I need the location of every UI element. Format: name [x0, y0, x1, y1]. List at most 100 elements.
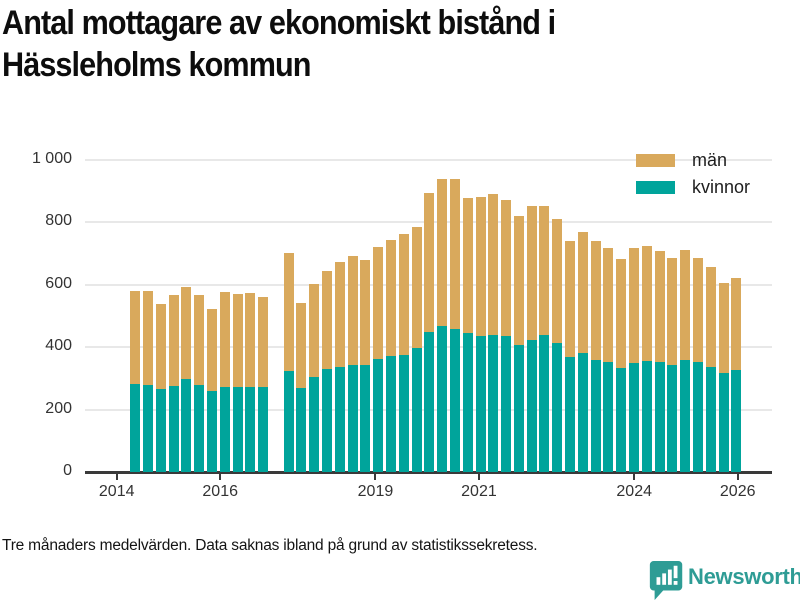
- y-tick-label: 400: [45, 337, 72, 355]
- bar-segment-man: [680, 250, 691, 360]
- bar-segment-man: [130, 291, 141, 384]
- newsworthy-wordmark: Newsworthy: [688, 564, 800, 589]
- bar-segment-kvinnor: [462, 333, 473, 472]
- bar-segment-man: [539, 206, 550, 336]
- bar-segment-man: [360, 260, 371, 365]
- bar-segment-man: [449, 179, 460, 329]
- bar-segment-kvinnor: [219, 386, 230, 472]
- bar-segment-man: [155, 303, 166, 389]
- x-tick-label: 2016: [202, 483, 238, 500]
- bar-segment-kvinnor: [322, 369, 333, 472]
- bar-segment-man: [462, 198, 473, 334]
- x-tick-label: 2024: [616, 483, 652, 500]
- bar-segment-kvinnor: [437, 325, 448, 472]
- bar-segment-man: [577, 232, 588, 354]
- bar-segment-kvinnor: [373, 359, 384, 472]
- chart-title: Antal mottagare av ekonomiskt bistånd i …: [2, 2, 686, 86]
- bar-segment-kvinnor: [449, 328, 460, 472]
- bar-segment-kvinnor: [168, 385, 179, 472]
- bar-segment-kvinnor: [130, 384, 141, 472]
- x-axis-tick: [633, 474, 636, 480]
- bar-segment-kvinnor: [539, 335, 550, 472]
- bar-segment-man: [501, 199, 512, 336]
- bar-segment-kvinnor: [411, 347, 422, 472]
- x-tick-label: 2014: [98, 483, 135, 500]
- y-tick-label: 1 000: [31, 150, 72, 167]
- bar-segment-man: [654, 251, 665, 363]
- bar-segment-man: [296, 302, 307, 389]
- legend-label-kvinnor: kvinnor: [692, 177, 751, 197]
- bar-segment-man: [194, 295, 205, 385]
- bar-segment-man: [667, 257, 678, 365]
- bar-segment-man: [245, 292, 256, 387]
- bar-segment-man: [475, 197, 486, 336]
- bar-segment-man: [590, 240, 601, 360]
- bar-segment-man: [347, 256, 358, 365]
- bar-segment-kvinnor: [206, 391, 217, 472]
- footer-note: Tre månaders medelvärden. Data saknas ib…: [2, 537, 538, 554]
- y-tick-label: 200: [45, 399, 72, 417]
- bar-segment-kvinnor: [603, 362, 614, 472]
- bar-segment-man: [283, 252, 294, 371]
- legend-label-man: män: [692, 150, 728, 170]
- bar-segment-man: [309, 283, 320, 377]
- bar-segment-man: [552, 219, 563, 344]
- bar-segment-kvinnor: [258, 387, 269, 472]
- bar-segment-man: [641, 246, 652, 362]
- x-axis-tick: [374, 474, 377, 480]
- bar-segment-kvinnor: [309, 376, 320, 472]
- bar-segment-man: [603, 247, 614, 363]
- bar-segment-kvinnor: [718, 373, 729, 472]
- bar-segment-kvinnor: [488, 335, 499, 472]
- bar-segment-kvinnor: [629, 362, 639, 472]
- bar-segment-man: [692, 257, 703, 363]
- bar-segment-kvinnor: [731, 369, 742, 472]
- bar-segment-man: [322, 271, 333, 370]
- x-axis-tick: [219, 474, 222, 480]
- bar-segment-man: [181, 286, 192, 380]
- bar-segment-man: [488, 194, 499, 336]
- bar-segment-man: [437, 179, 448, 326]
- bar-segment-man: [526, 206, 537, 341]
- bar-segment-kvinnor: [232, 386, 243, 472]
- bar-segment-man: [386, 240, 396, 356]
- legend-swatch-kvinnor: [636, 181, 675, 194]
- y-tick-label: 800: [45, 212, 72, 230]
- bar-segment-man: [258, 296, 269, 388]
- bar-segment-kvinnor: [181, 379, 192, 472]
- bar-segment-kvinnor: [347, 364, 358, 472]
- bar-segment-man: [616, 258, 627, 369]
- y-tick-label: 600: [45, 274, 72, 292]
- bar-segment-man: [219, 291, 230, 387]
- bar-segment-kvinnor: [552, 343, 563, 472]
- chart-title-line1: Antal mottagare av ekonomiskt bistånd i: [2, 4, 556, 42]
- bar-segment-kvinnor: [513, 345, 524, 472]
- bar-segment-kvinnor: [590, 359, 601, 472]
- bar-segment-kvinnor: [283, 370, 294, 472]
- bar-segment-kvinnor: [526, 340, 537, 472]
- bar-segment-kvinnor: [501, 335, 512, 472]
- bar-segment-man: [411, 227, 422, 348]
- x-axis-line: [85, 471, 772, 474]
- bar-segment-man: [424, 193, 435, 333]
- bar-segment-man: [373, 247, 384, 360]
- bar-segment-kvinnor: [142, 384, 153, 472]
- bar-segment-man: [718, 282, 729, 374]
- x-axis-tick: [115, 474, 118, 480]
- bar-segment-kvinnor: [424, 332, 435, 472]
- bar-segment-kvinnor: [667, 364, 678, 472]
- bar-segment-kvinnor: [705, 367, 716, 472]
- bar-segment-man: [565, 241, 576, 357]
- bar-segment-kvinnor: [565, 356, 576, 472]
- x-axis-tick: [477, 474, 480, 480]
- bar-segment-kvinnor: [155, 388, 166, 472]
- bar-segment-man: [334, 262, 345, 367]
- y-tick-label: 0: [63, 462, 72, 479]
- bar-segment-kvinnor: [296, 388, 307, 472]
- bar-segment-kvinnor: [334, 366, 345, 472]
- x-axis-tick: [736, 474, 739, 480]
- bar-segment-man: [206, 308, 217, 392]
- bar-segment-kvinnor: [654, 362, 665, 472]
- bar-segment-kvinnor: [680, 359, 691, 472]
